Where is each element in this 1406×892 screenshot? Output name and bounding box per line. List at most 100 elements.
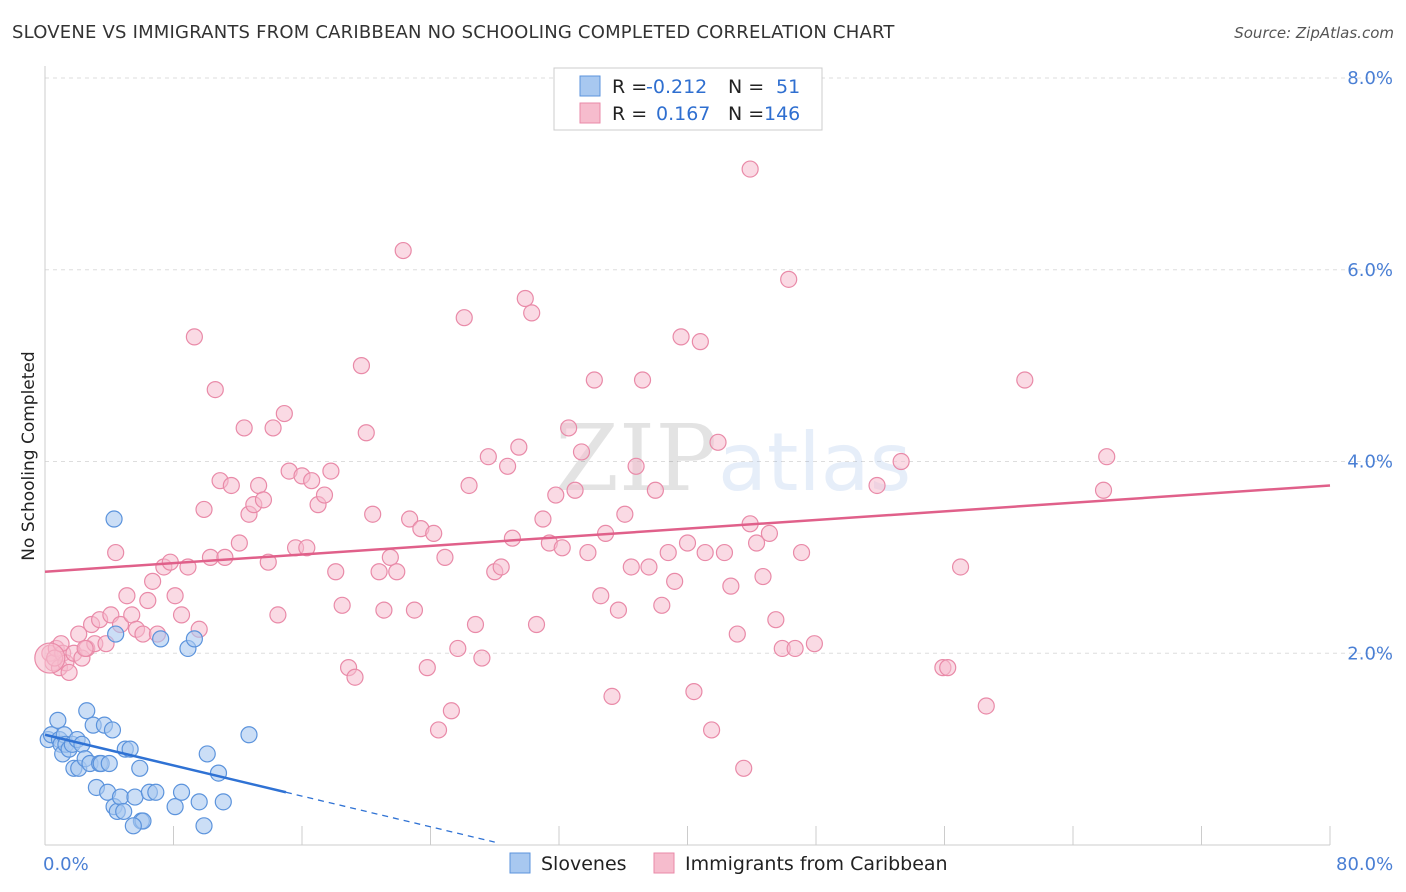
- caribbean-point: [401, 510, 419, 528]
- slovene-point: [240, 726, 258, 744]
- caribbean-point: [107, 543, 125, 562]
- slovene-point: [172, 783, 191, 801]
- caribbean-point: [118, 587, 136, 605]
- caribbean-point: [442, 702, 460, 720]
- caribbean-point: [327, 563, 345, 581]
- caribbean-point: [123, 606, 141, 624]
- legend-n-label-1: N =: [728, 76, 764, 98]
- caribbean-point: [685, 682, 703, 701]
- caribbean-point: [622, 558, 640, 576]
- slovene-point: [78, 702, 96, 720]
- caribbean-point: [780, 270, 798, 288]
- slovene-point: [214, 793, 232, 811]
- caribbean-point: [60, 663, 78, 682]
- caribbean-point: [1016, 371, 1034, 389]
- caribbean-point: [892, 452, 910, 471]
- x-tick-labels: 0.0% 80.0%: [43, 854, 1393, 875]
- caribbean-point: [1094, 481, 1113, 499]
- trend-lines: [44, 484, 1331, 843]
- caribbean-point: [527, 615, 546, 634]
- legend-n-value-2: 146: [764, 103, 800, 125]
- caribbean-point: [592, 587, 610, 605]
- caribbean-point: [250, 476, 268, 495]
- caribbean-point: [352, 357, 371, 375]
- legend-swatch-caribbean: [579, 102, 601, 124]
- caribbean-point: [640, 558, 658, 576]
- legend-n-value-1: 51: [776, 76, 800, 98]
- slovene-point: [115, 802, 133, 821]
- caribbean-points: [34, 160, 1116, 777]
- slovene-point: [124, 817, 142, 835]
- caribbean-point: [868, 476, 886, 495]
- caribbean-point: [449, 639, 467, 658]
- caribbean-trend-line: [44, 484, 1331, 574]
- caribbean-point: [747, 534, 766, 552]
- slovene-point: [103, 721, 122, 739]
- slovene-point: [190, 793, 208, 811]
- y-axis-title: No Schooling Completed: [19, 351, 39, 560]
- caribbean-point: [503, 529, 522, 547]
- caribbean-point: [609, 601, 628, 619]
- x-tick-max: 80.0%: [1336, 854, 1393, 875]
- slovene-trend-extension: [285, 791, 495, 843]
- caribbean-point: [741, 160, 759, 178]
- legend-swatch-slovenes: [579, 75, 601, 97]
- axes: [44, 66, 1331, 846]
- slovene-point: [185, 630, 203, 648]
- caribbean-point: [678, 534, 697, 552]
- caribbean-point: [418, 659, 436, 677]
- slovene-points: [39, 510, 258, 835]
- caribbean-point: [553, 539, 571, 557]
- caribbean-point: [722, 577, 740, 595]
- chart-source: Source: ZipAtlas.com: [1234, 24, 1394, 42]
- caribbean-point: [479, 448, 497, 466]
- caribbean-point: [230, 534, 248, 552]
- caribbean-point: [560, 419, 578, 437]
- caribbean-point: [436, 548, 454, 566]
- caribbean-point: [666, 572, 684, 590]
- caribbean-point: [691, 333, 709, 351]
- caribbean-point: [792, 543, 811, 562]
- caribbean-point: [222, 476, 240, 495]
- caribbean-point: [333, 596, 351, 614]
- caribbean-point: [709, 433, 727, 451]
- caribbean-point: [134, 625, 152, 643]
- caribbean-point: [254, 491, 273, 509]
- caribbean-point: [346, 668, 364, 686]
- caribbean-point: [195, 500, 213, 519]
- caribbean-point: [702, 721, 721, 739]
- caribbean-point: [201, 548, 220, 566]
- caribbean-point: [977, 697, 995, 715]
- caribbean-point: [315, 486, 334, 504]
- caribbean-point: [206, 380, 224, 399]
- caribbean-point: [405, 601, 424, 619]
- caribbean-point: [715, 543, 734, 562]
- caribbean-point: [375, 601, 393, 619]
- caribbean-point: [672, 328, 690, 346]
- caribbean-point: [76, 639, 94, 658]
- y-tick-label: 6.0%: [1347, 260, 1393, 281]
- slovene-point: [166, 798, 184, 816]
- caribbean-point: [492, 558, 510, 576]
- legend-top: R = -0.212 N = 51 R = 0.167 N = 146: [553, 67, 823, 131]
- y-tick-label: 8.0%: [1347, 68, 1393, 89]
- caribbean-point: [585, 371, 603, 389]
- caribbean-point: [653, 596, 671, 614]
- caribbean-point: [499, 457, 517, 475]
- watermark: ZIP atlas: [555, 405, 911, 512]
- caribbean-point: [754, 567, 772, 586]
- caribbean-point: [516, 289, 534, 308]
- slovene-point: [195, 817, 213, 835]
- caribbean-point: [370, 563, 388, 581]
- caribbean-point: [646, 481, 664, 499]
- caribbean-point: [728, 625, 746, 643]
- caribbean-point: [466, 615, 485, 634]
- caribbean-point: [275, 404, 293, 423]
- slovene-point: [198, 745, 216, 763]
- slovene-point: [131, 759, 149, 777]
- caribbean-point: [616, 505, 634, 523]
- legend-bottom-label-slovenes: Slovenes: [541, 853, 627, 875]
- caribbean-point: [394, 241, 412, 260]
- caribbean-point: [425, 524, 443, 543]
- caribbean-point: [534, 510, 552, 528]
